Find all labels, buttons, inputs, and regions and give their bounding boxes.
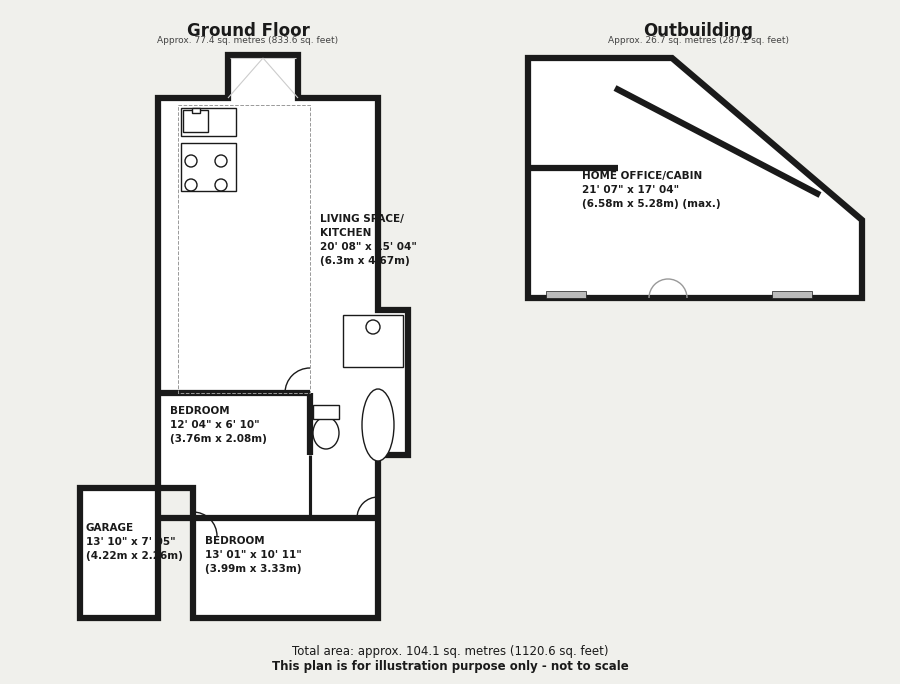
Text: BEDROOM
12' 04" x 6' 10"
(3.76m x 2.08m): BEDROOM 12' 04" x 6' 10" (3.76m x 2.08m) xyxy=(170,406,267,444)
Text: GARAGE
13' 10" x 7' 05"
(4.22m x 2.26m): GARAGE 13' 10" x 7' 05" (4.22m x 2.26m) xyxy=(86,523,183,561)
Bar xyxy=(183,110,208,132)
Text: Approx. 26.7 sq. metres (287.1 sq. feet): Approx. 26.7 sq. metres (287.1 sq. feet) xyxy=(608,36,788,45)
Polygon shape xyxy=(80,55,408,618)
Text: This plan is for illustration purpose only - not to scale: This plan is for illustration purpose on… xyxy=(272,660,628,673)
Ellipse shape xyxy=(313,417,339,449)
Polygon shape xyxy=(528,58,862,298)
Bar xyxy=(313,405,339,419)
Text: Outbuilding: Outbuilding xyxy=(643,22,753,40)
Bar xyxy=(192,108,200,113)
Text: BEDROOM
13' 01" x 10' 11"
(3.99m x 3.33m): BEDROOM 13' 01" x 10' 11" (3.99m x 3.33m… xyxy=(205,536,302,574)
Ellipse shape xyxy=(362,389,394,461)
Bar xyxy=(772,291,812,298)
Bar xyxy=(181,143,236,191)
Bar xyxy=(546,291,586,298)
Text: Total area: approx. 104.1 sq. metres (1120.6 sq. feet): Total area: approx. 104.1 sq. metres (11… xyxy=(292,645,608,658)
Text: HOME OFFICE/CABIN
21' 07" x 17' 04"
(6.58m x 5.28m) (max.): HOME OFFICE/CABIN 21' 07" x 17' 04" (6.5… xyxy=(582,171,721,209)
Text: LIVING SPACE/
KITCHEN
20' 08" x 15' 04"
(6.3m x 4.67m): LIVING SPACE/ KITCHEN 20' 08" x 15' 04" … xyxy=(320,214,417,266)
Bar xyxy=(343,315,403,367)
Text: Approx. 77.4 sq. metres (833.6 sq. feet): Approx. 77.4 sq. metres (833.6 sq. feet) xyxy=(158,36,338,45)
Bar xyxy=(181,108,236,136)
Text: Ground Floor: Ground Floor xyxy=(186,22,310,40)
